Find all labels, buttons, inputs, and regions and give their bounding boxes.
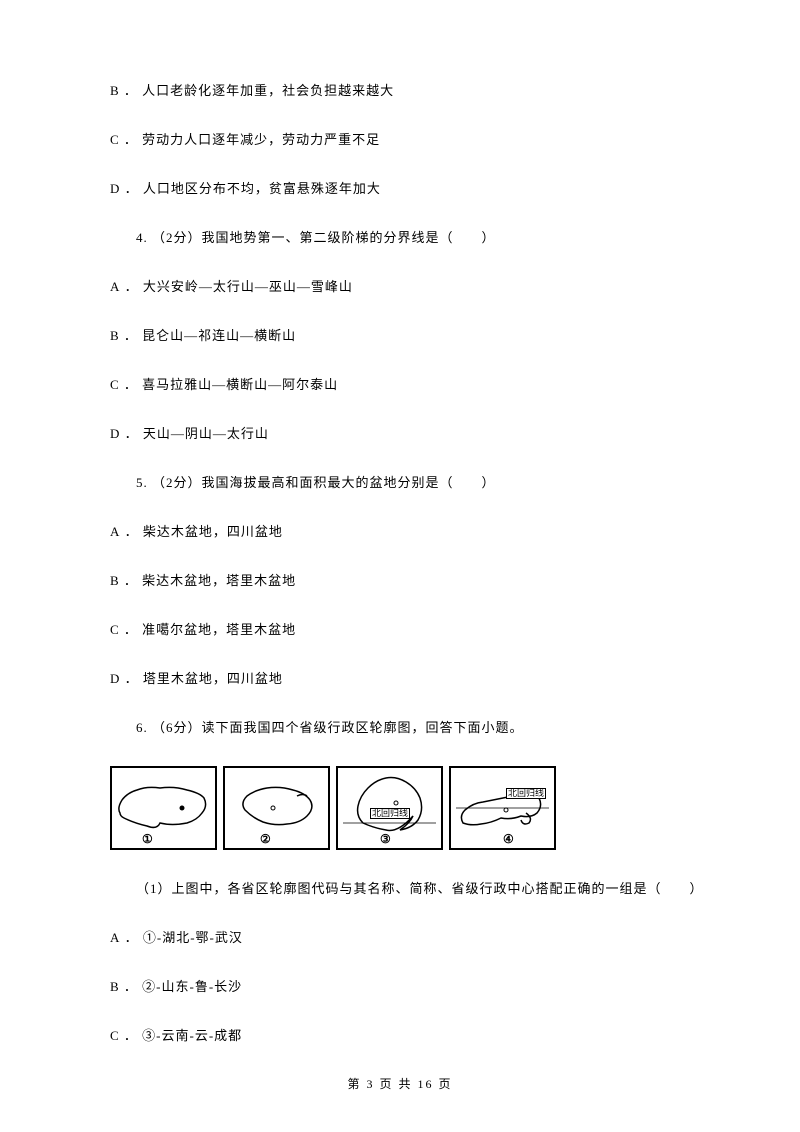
q6-1-option-b: B ． ②-山东-鲁-长沙 [110,976,690,995]
province-map-3: 北回归线 ③ [336,766,443,850]
q5-option-c: C ． 准噶尔盆地，塔里木盆地 [110,619,690,638]
q5-option-b: B ． 柴达木盆地，塔里木盆地 [110,570,690,589]
option-b: B ． 人口老龄化逐年加重，社会负担越来越大 [110,80,690,99]
exam-page: B ． 人口老龄化逐年加重，社会负担越来越大 C ． 劳动力人口逐年减少，劳动力… [0,0,800,1132]
page-footer: 第 3 页 共 16 页 [0,1075,800,1092]
q4-option-b: B ． 昆仑山—祁连山—横断山 [110,325,690,344]
q5-option-a: A ． 柴达木盆地，四川盆地 [110,521,690,540]
q4-option-d: D ． 天山—阴山—太行山 [110,423,690,442]
map-label-1: ① [142,832,153,847]
province-maps-row: ① ② 北回归线 ③ 北回归线 ④ [110,766,690,850]
province-map-2: ② [223,766,330,850]
question-5: 5. （2分）我国海拔最高和面积最大的盆地分别是（ ） [110,472,690,491]
tropic-label-3: 北回归线 [370,808,410,819]
option-d: D ． 人口地区分布不均，贫富悬殊逐年加大 [110,178,690,197]
q6-1-option-a: A ． ①-湖北-鄂-武汉 [110,927,690,946]
q6-1-option-c: C ． ③-云南-云-成都 [110,1025,690,1044]
province-map-1: ① [110,766,217,850]
q5-option-d: D ． 塔里木盆地，四川盆地 [110,668,690,687]
map-label-3: ③ [380,832,391,847]
question-4: 4. （2分）我国地势第一、第二级阶梯的分界线是（ ） [110,227,690,246]
question-6: 6. （6分）读下面我国四个省级行政区轮廓图，回答下面小题。 [110,717,690,736]
question-6-1: （1）上图中，各省区轮廓图代码与其名称、简称、省级行政中心搭配正确的一组是（ ） [110,878,690,897]
tropic-label-4: 北回归线 [506,788,546,799]
province-map-4: 北回归线 ④ [449,766,556,850]
q4-option-a: A ． 大兴安岭—太行山—巫山—雪峰山 [110,276,690,295]
map-label-2: ② [260,832,271,847]
map-label-4: ④ [503,832,514,847]
option-c: C ． 劳动力人口逐年减少，劳动力严重不足 [110,129,690,148]
q4-option-c: C ． 喜马拉雅山—横断山—阿尔泰山 [110,374,690,393]
